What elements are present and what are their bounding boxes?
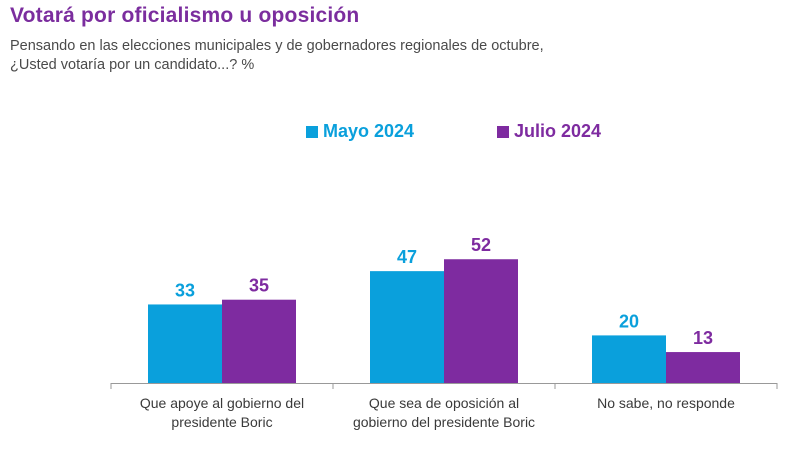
- bar-mayo-0: [148, 304, 222, 383]
- legend-label-julio: Julio 2024: [514, 121, 602, 141]
- data-label-julio-0: 35: [249, 276, 269, 296]
- bar-julio-0: [222, 299, 296, 383]
- category-label-2: No sabe, no responde: [555, 394, 777, 413]
- legend-swatch-julio: [497, 125, 509, 138]
- subtitle-line-2: ¿Usted votaría por un candidato...? %: [10, 57, 255, 73]
- data-label-mayo-0: 33: [175, 280, 195, 300]
- data-label-julio-1: 52: [471, 235, 491, 255]
- data-label-mayo-1: 47: [397, 247, 417, 267]
- bar-mayo-1: [370, 271, 444, 383]
- legend-swatch-mayo: [306, 125, 318, 138]
- category-label-line: presidente Boric: [171, 414, 273, 430]
- category-label-0: Que apoye al gobierno del presidente Bori…: [111, 394, 333, 432]
- subtitle-line-1: Pensando en las elecciones municipales y…: [10, 38, 544, 54]
- legend-item-julio: Julio 2024: [497, 121, 601, 142]
- bar-julio-2: [666, 352, 740, 383]
- chart-subtitle: Pensando en las elecciones municipales y…: [10, 37, 544, 75]
- category-label-line: Que apoye al gobierno del: [139, 395, 305, 411]
- legend-label-mayo: Mayo 2024: [323, 121, 415, 141]
- chart-title: Votará por oficialismo u oposición: [10, 4, 360, 27]
- category-label-1: Que sea de oposición al gobierno del pres…: [333, 394, 555, 432]
- data-label-julio-2: 13: [693, 328, 713, 348]
- bar-mayo-2: [592, 335, 666, 383]
- category-label-line: No sabe, no responde: [597, 395, 735, 411]
- category-label-line: Que sea de oposición al: [368, 395, 520, 411]
- legend-item-mayo: Mayo 2024: [306, 121, 414, 142]
- category-label-line: gobierno del presidente Boric: [352, 414, 536, 430]
- data-label-mayo-2: 20: [619, 311, 639, 331]
- bar-julio-1: [444, 259, 518, 383]
